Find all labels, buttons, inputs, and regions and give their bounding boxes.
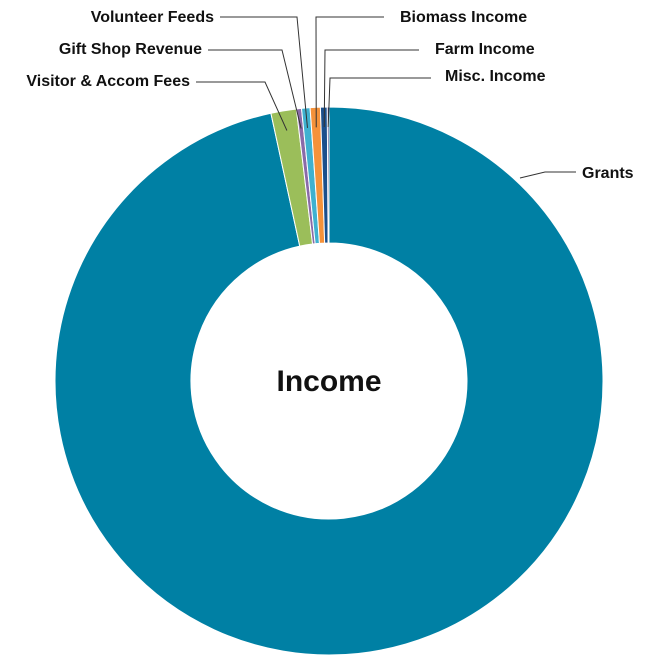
- leader-line: [208, 49, 302, 129]
- center-title: Income: [276, 365, 381, 398]
- slice-grants: [54, 106, 604, 656]
- leader-line: [519, 171, 576, 179]
- slice-misc-income: [326, 106, 330, 244]
- leader-line: [196, 81, 288, 131]
- leader-line: [220, 16, 308, 128]
- slice-label: Gift Shop Revenue: [59, 41, 202, 58]
- slice-label: Grants: [582, 165, 634, 182]
- donut-slices: [54, 106, 604, 656]
- label-leaders: [196, 16, 576, 179]
- leader-line: [315, 16, 384, 128]
- leader-line: [327, 77, 431, 128]
- leader-line: [323, 49, 419, 128]
- slice-label: Misc. Income: [445, 68, 546, 85]
- slice-label: Farm Income: [435, 41, 535, 58]
- slice-labels: Grants Visitor & Accom Fees Gift Shop Reve…: [26, 9, 633, 182]
- slice-label: Volunteer Feeds: [91, 9, 214, 26]
- slice-label: Biomass Income: [400, 9, 527, 26]
- slice-label: Visitor & Accom Fees: [26, 73, 190, 90]
